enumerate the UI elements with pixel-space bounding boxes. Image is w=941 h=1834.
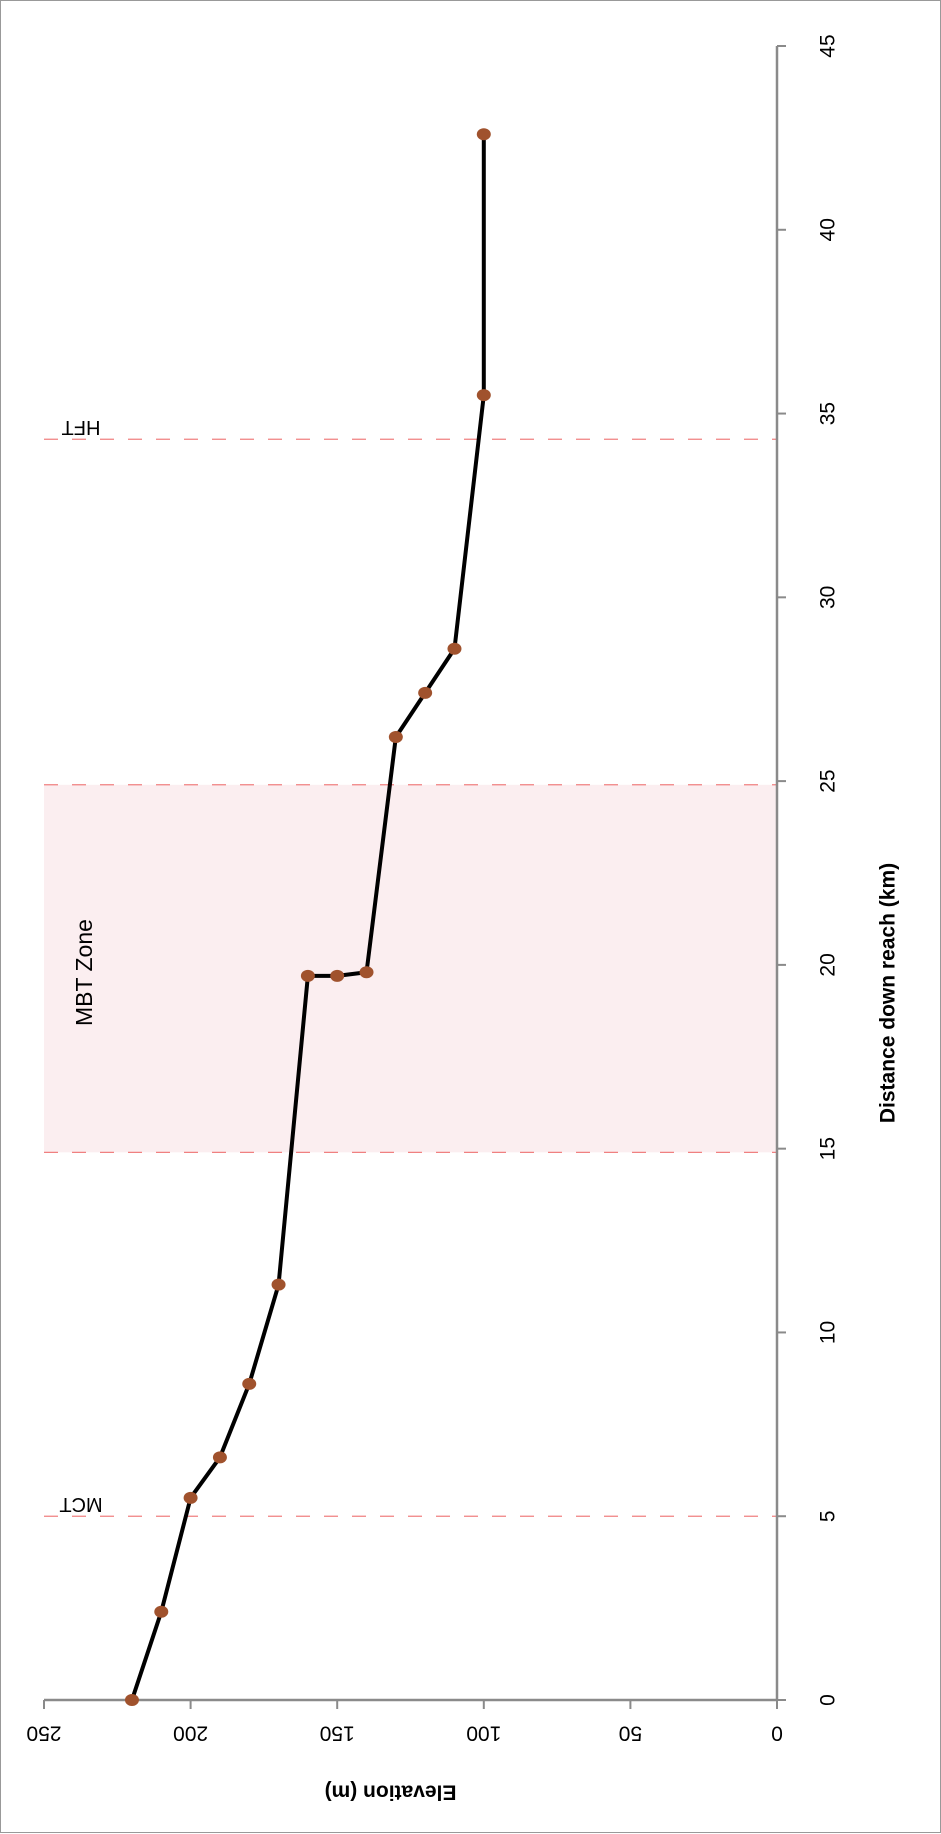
elevation-profile-line (130, 134, 486, 1701)
data-point (212, 1451, 227, 1464)
data-point (359, 966, 374, 979)
distance-tick-label: 15 (817, 1137, 840, 1160)
elevation-tick-label: 0 (771, 1721, 783, 1744)
data-point (447, 642, 462, 655)
elevation-tick-label: 50 (619, 1721, 642, 1744)
data-point (476, 128, 491, 141)
distance-tick-label: 5 (817, 1510, 840, 1522)
distance-tick-label: 10 (817, 1321, 840, 1344)
data-point (330, 969, 345, 982)
data-point (300, 969, 315, 982)
elevation-tick-label: 100 (466, 1721, 501, 1744)
shaded-region (44, 784, 777, 1153)
fault-label-hft: HFT (62, 416, 101, 438)
data-point (271, 1278, 286, 1291)
distance-tick-label: 40 (817, 218, 840, 241)
fault-label-mct: MCT (59, 1493, 102, 1515)
data-point (154, 1605, 169, 1618)
distance-tick-label: 25 (817, 769, 840, 792)
data-point (183, 1491, 198, 1504)
data-point (242, 1377, 257, 1390)
data-point (124, 1694, 139, 1706)
data-point (418, 686, 433, 699)
distance-tick-label: 35 (817, 402, 840, 425)
distance-axis-title: Distance down reach (km) (877, 863, 900, 1123)
mbt-zone-label: MBT Zone (71, 919, 97, 1026)
elevation-tick-label: 200 (173, 1721, 208, 1744)
elevation-axis-title: Elevation (m) (325, 1780, 457, 1803)
data-point (388, 731, 403, 744)
elevation-tick-label: 150 (320, 1721, 355, 1744)
distance-tick-label: 0 (817, 1694, 840, 1706)
elevation-tick-label: 250 (26, 1721, 61, 1744)
data-point (476, 389, 491, 402)
distance-tick-label: 20 (817, 953, 840, 976)
distance-tick-label: 45 (817, 34, 840, 57)
distance-tick-label: 30 (817, 586, 840, 609)
